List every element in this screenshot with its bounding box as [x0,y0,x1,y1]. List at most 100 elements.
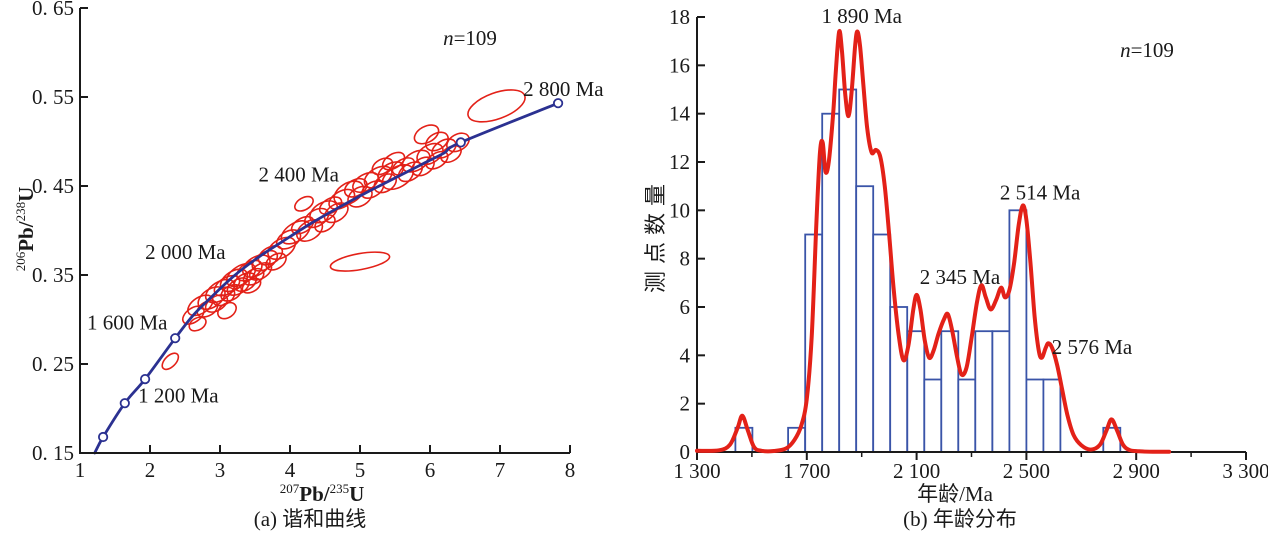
panel-b-y-axis-label: 测点数量 [643,177,668,294]
n-value: =109 [453,26,497,50]
x-tick-label: 1 300 [673,459,720,483]
error-ellipse [217,301,237,320]
peak-label: 1 890 Ma [821,4,902,28]
age-label: 2 400 Ma [259,163,340,187]
panel-b: 1 300 1 700 2 100 2 500 2 900 3 300 0 2 4 6 8 10 12 1… [669,4,1268,483]
peak-label: 2 514 Ma [1000,180,1081,204]
error-ellipse [329,251,391,272]
panel-b-x-axis-label: 年龄/Ma [917,482,993,506]
n-italic: n [443,26,454,50]
y-label-sup-206: 206 [13,251,28,272]
panel-a-x-axis-label: 207Pb/235U [279,481,365,506]
y-label-pb: Pb/ [14,221,38,252]
concordia-age-marker [552,98,564,109]
x-tick-label: 1 [75,458,86,482]
concordia-age-marker [170,333,181,344]
x-label-sup-235: 235 [329,481,350,496]
histogram-bar [872,233,892,453]
panel-a-n-count: n=109 [443,26,497,50]
y-label-sup-238: 238 [13,201,28,222]
x-tick-label: 5 [355,458,366,482]
y-tick-label: 14 [669,102,691,126]
error-ellipse [248,261,273,281]
peak-label: 2 345 Ma [920,265,1001,289]
histogram-bar [855,185,875,453]
histogram-bar [1042,378,1062,453]
x-label-sup-207: 207 [279,481,300,496]
y-tick-label: 2 [680,392,691,416]
error-ellipse [241,277,262,294]
x-tick-label: 7 [495,458,506,482]
y-tick-label: 0 [680,440,691,464]
y-tick-label: 6 [680,295,691,319]
age-label: 2 000 Ma [145,240,226,264]
concordia-age-marker [119,398,130,409]
error-ellipse [181,305,205,325]
y-tick-label: 0. 25 [32,352,74,376]
age-label: 1 600 Ma [87,310,168,334]
error-ellipse [333,180,365,206]
error-ellipse [425,150,449,170]
x-tick-label: 3 300 [1222,459,1268,483]
error-ellipse [425,131,449,152]
error-ellipse [242,267,265,286]
error-ellipse [371,157,394,176]
y-tick-label: 12 [669,150,690,174]
panel-b-n-count: n=109 [1120,38,1174,62]
error-ellipse [431,138,457,159]
kde-curve [695,28,1172,454]
histogram-bar [923,378,943,453]
y-tick-label: 0. 35 [32,263,74,287]
age-label: 1 200 Ma [138,383,219,407]
error-ellipse [401,149,431,173]
x-tick-label: 6 [425,458,436,482]
y-tick-label: 10 [669,198,690,222]
panel-a: 1 2 3 4 5 6 7 8 0. 15 0. 25 0. 35 0. 45 0. 55 0. 65 1 … [32,0,604,482]
histogram-bar [1025,378,1045,453]
concordia-age-marker [98,431,109,443]
panel-b-caption: (b) 年龄分布 [903,507,1017,531]
n-italic: n [1120,38,1131,62]
x-tick-label: 2 500 [1003,459,1050,483]
histogram-bar [957,378,977,453]
histogram-bar [906,330,926,453]
y-tick-label: 16 [669,53,690,77]
x-tick-label: 2 100 [893,459,940,483]
x-label-u: U [349,482,365,506]
y-tick-label: 0. 55 [32,85,74,109]
y-tick-label: 0. 45 [32,174,74,198]
y-tick-label: 8 [680,247,691,271]
y-tick-label: 4 [680,343,691,367]
concordia-age-marker [140,373,151,385]
age-label: 2 800 Ma [523,77,604,101]
x-tick-label: 1 700 [783,459,830,483]
error-ellipse [467,89,526,123]
y-label-u: U [14,186,38,202]
concordia-age-marker [455,137,466,148]
error-ellipse [413,124,440,145]
y-tick-label: 0. 15 [32,441,74,465]
histogram-bar [838,88,858,453]
panel-a-y-axis-label: 206Pb/238U [13,154,44,304]
panel-a-caption: (a) 谐和曲线 [253,507,367,531]
x-tick-label: 2 [145,458,156,482]
x-tick-label: 4 [285,458,296,482]
histogram-bar [974,330,994,453]
n-value: =109 [1130,38,1174,62]
error-ellipse [328,188,356,210]
y-tick-label: 18 [669,5,690,29]
error-ellipse [188,316,207,332]
peak-label: 2 576 Ma [1052,335,1133,359]
x-tick-label: 8 [565,458,576,482]
error-ellipse [411,156,435,177]
error-ellipse [303,207,330,229]
y-tick-label: 0. 65 [32,0,74,20]
x-tick-label: 3 [215,458,226,482]
error-ellipse [381,151,406,171]
x-label-pb: Pb/ [299,482,330,506]
x-tick-label: 2 900 [1113,459,1160,483]
histogram-bar [991,330,1011,453]
error-ellipse [294,195,314,212]
